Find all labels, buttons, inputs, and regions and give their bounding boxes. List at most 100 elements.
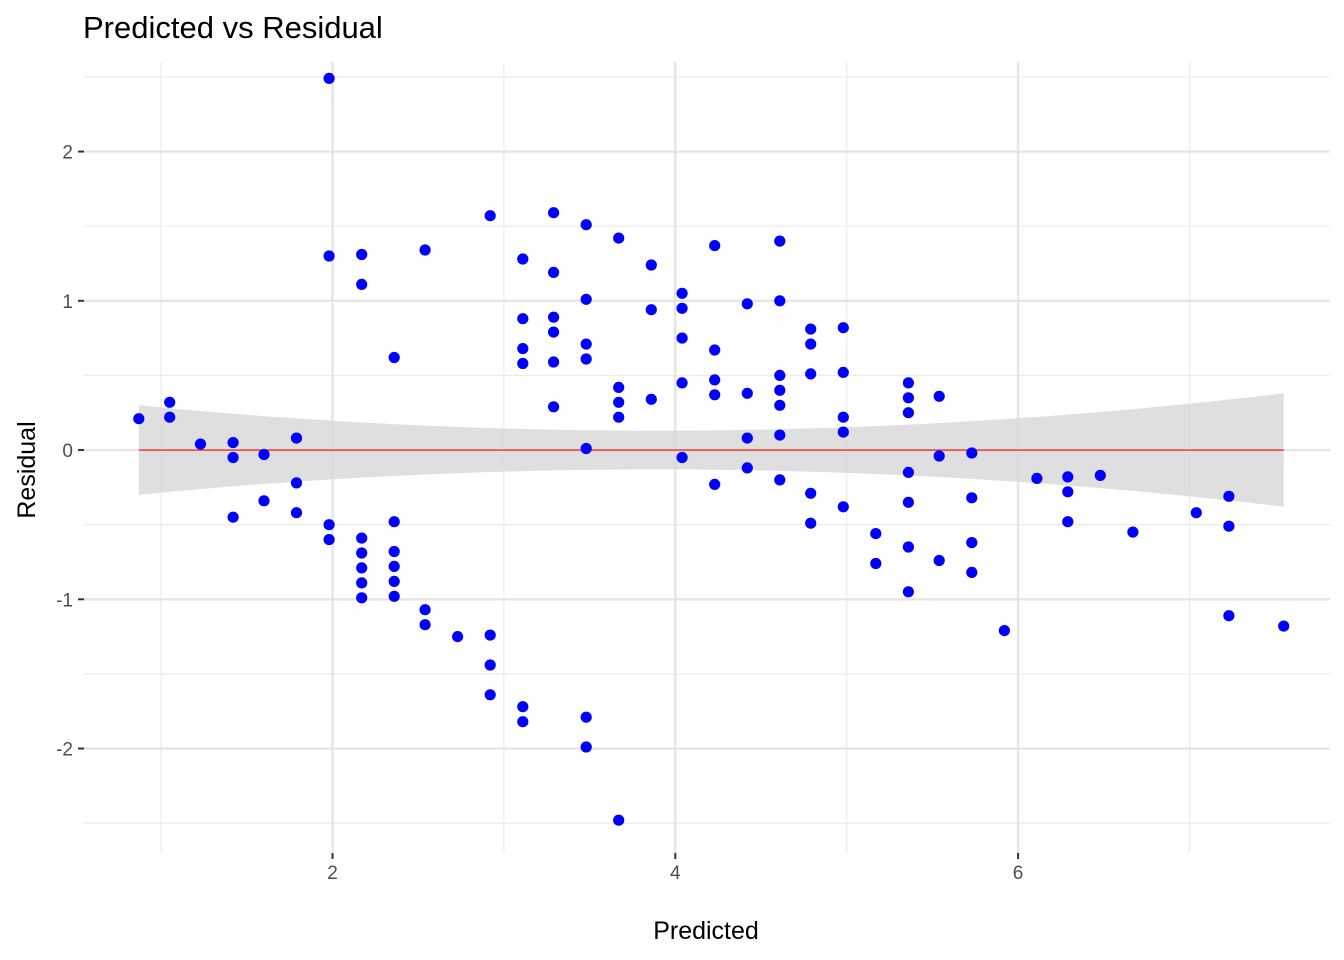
y-tick-label: -1 [56, 590, 73, 611]
data-point [902, 541, 915, 553]
data-point [676, 287, 688, 299]
data-point [741, 432, 753, 444]
data-point [774, 429, 786, 441]
data-point [902, 496, 915, 508]
data-point [580, 741, 592, 753]
data-point [709, 344, 721, 356]
data-point [419, 244, 431, 256]
data-point [484, 689, 496, 701]
data-point [741, 387, 753, 399]
data-point [484, 659, 496, 671]
data-point [323, 534, 335, 546]
data-point [517, 701, 529, 713]
data-point [1127, 526, 1139, 538]
data-point [1062, 486, 1074, 498]
data-point [484, 210, 496, 222]
data-point [1223, 490, 1235, 502]
y-tick-label: 0 [62, 441, 73, 462]
y-axis-title: Residual [13, 421, 41, 518]
data-point [805, 517, 817, 529]
data-point [548, 207, 560, 219]
data-point [1223, 610, 1235, 622]
data-point [709, 389, 721, 401]
data-point [548, 326, 560, 338]
data-point [356, 547, 368, 559]
data-point [774, 399, 786, 411]
data-point [774, 295, 786, 307]
data-point [388, 545, 400, 558]
data-point [902, 586, 915, 598]
data-point [870, 528, 882, 540]
y-tick-label: 2 [62, 143, 73, 164]
data-point [164, 411, 176, 423]
data-point [164, 396, 176, 408]
data-point [356, 532, 368, 544]
data-point [388, 516, 400, 528]
data-point [323, 250, 335, 262]
data-point [933, 390, 945, 402]
data-point [645, 393, 657, 405]
data-point [258, 448, 270, 461]
data-point [741, 298, 753, 310]
data-point [902, 377, 915, 389]
data-point [805, 487, 817, 499]
data-point [676, 451, 688, 464]
data-point [580, 711, 592, 723]
data-point [709, 240, 721, 252]
data-point [452, 631, 464, 643]
data-point [774, 384, 786, 396]
data-point [805, 368, 817, 380]
data-point [613, 232, 625, 244]
data-point [966, 492, 978, 504]
data-point [1062, 471, 1074, 483]
data-point [580, 338, 592, 350]
data-point [613, 396, 625, 408]
data-point [933, 554, 945, 567]
data-point [580, 219, 592, 231]
data-point [356, 562, 368, 574]
data-point [805, 323, 817, 335]
data-point [613, 411, 625, 423]
data-point [774, 474, 786, 486]
data-point [548, 311, 560, 323]
data-point [388, 560, 400, 573]
data-point [517, 716, 529, 728]
data-point [870, 557, 882, 570]
data-point [548, 356, 560, 368]
x-tick-label: 4 [670, 863, 681, 884]
data-point [580, 353, 592, 365]
data-point [837, 426, 849, 438]
data-point [933, 450, 945, 462]
data-point [517, 253, 529, 265]
data-point [227, 437, 239, 449]
data-point [774, 235, 786, 247]
data-points [133, 72, 1290, 826]
y-tick-label: -2 [56, 740, 73, 761]
data-point [356, 248, 368, 261]
data-point [805, 338, 817, 350]
data-point [676, 302, 688, 314]
data-point [388, 351, 400, 364]
data-point [419, 604, 431, 616]
data-point [1031, 472, 1043, 484]
data-point [1094, 469, 1106, 481]
data-point [966, 537, 978, 549]
data-point [645, 259, 657, 271]
data-point [709, 374, 721, 386]
data-point [548, 401, 560, 413]
data-point [645, 304, 657, 316]
data-point [323, 72, 335, 84]
data-point [290, 432, 303, 444]
y-tick-label: 1 [62, 292, 73, 313]
data-point [837, 501, 849, 513]
data-point [194, 438, 207, 450]
data-point [419, 619, 431, 631]
data-point [517, 313, 529, 325]
data-point [290, 507, 303, 519]
data-point [902, 407, 915, 419]
data-point [356, 577, 368, 589]
x-tick-label: 6 [1013, 863, 1024, 884]
data-point [902, 392, 915, 404]
data-point [966, 447, 978, 459]
